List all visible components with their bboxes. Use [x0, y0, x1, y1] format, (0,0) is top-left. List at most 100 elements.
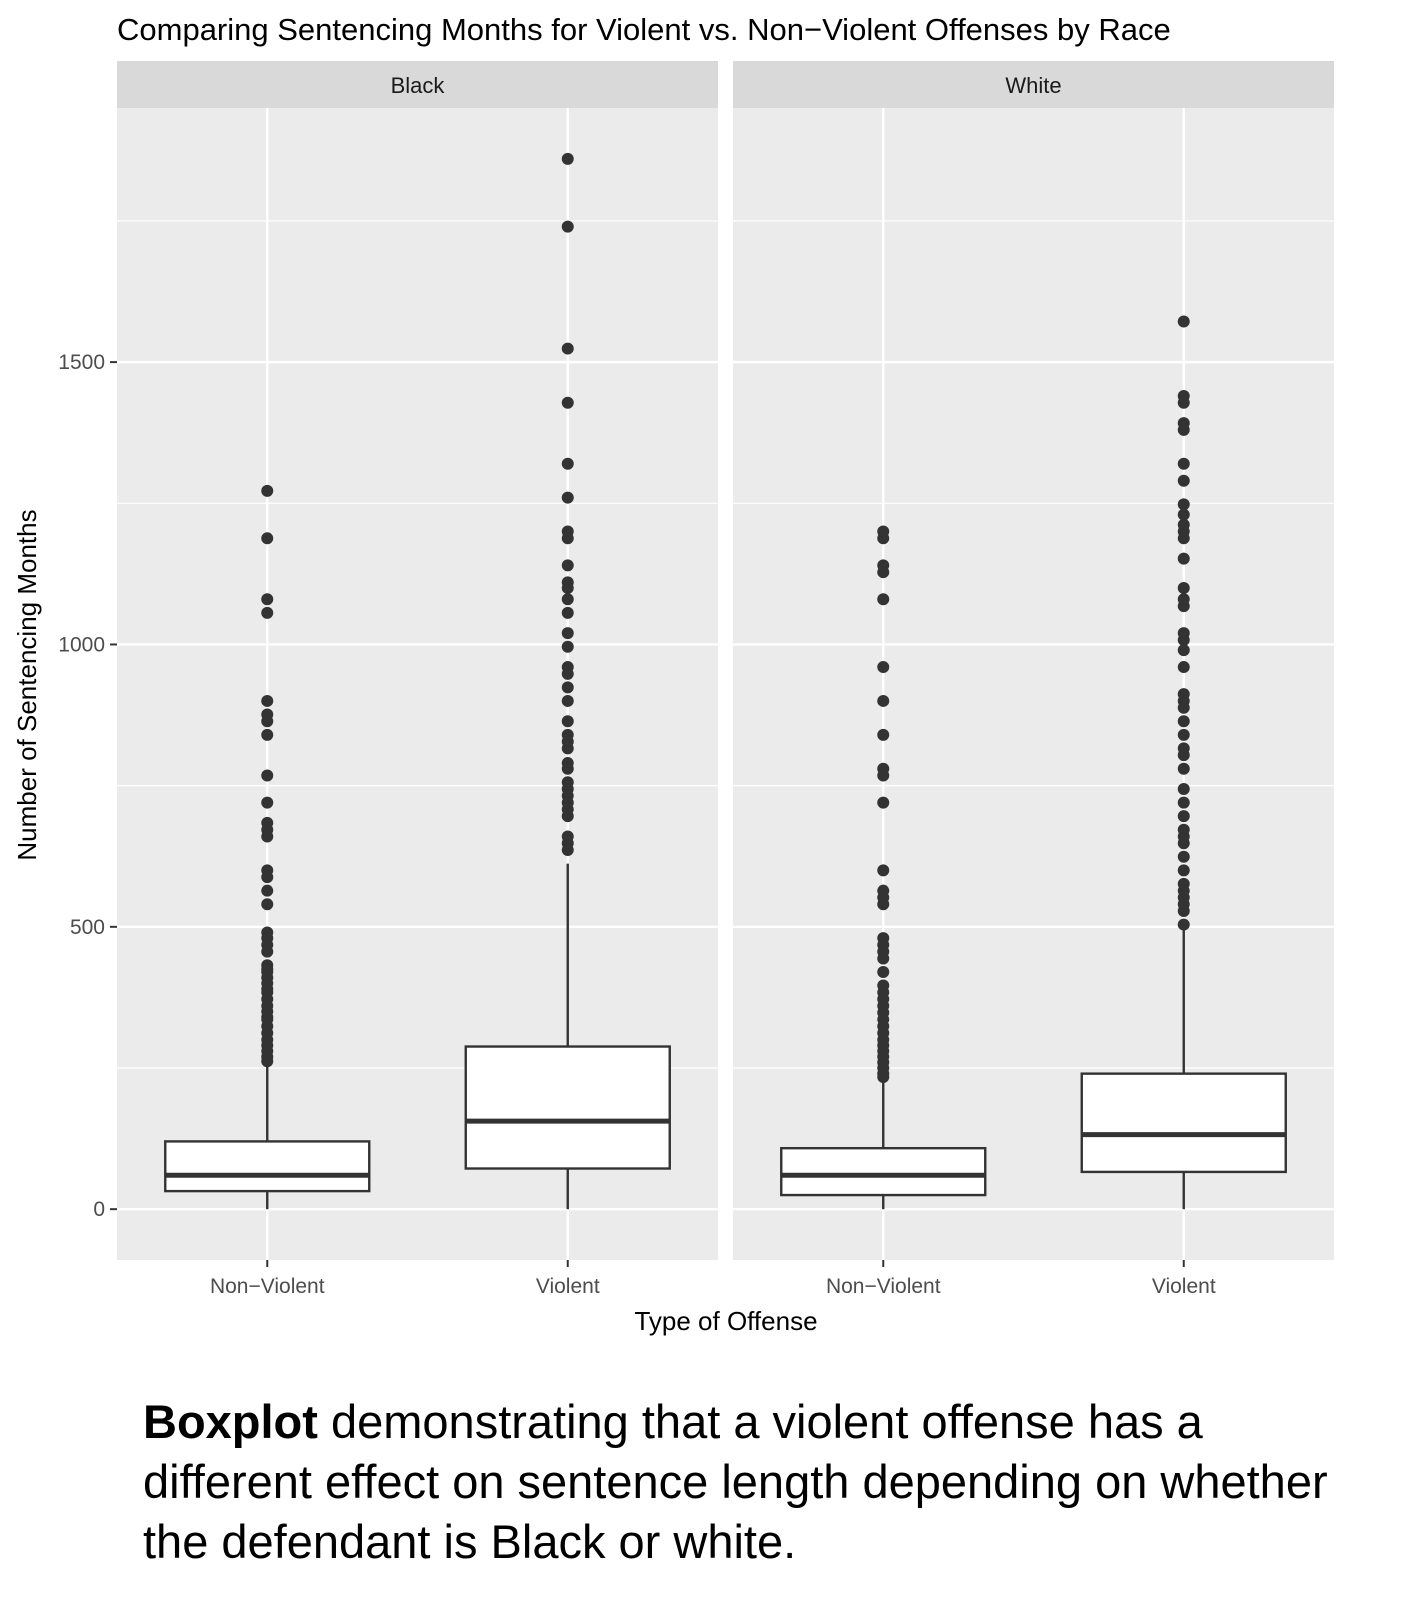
outlier-point	[1177, 796, 1190, 809]
outlier-point	[561, 491, 574, 504]
outlier-point	[1177, 661, 1190, 674]
outlier-point	[261, 593, 274, 606]
outlier-point	[561, 152, 574, 165]
outlier-point	[561, 220, 574, 233]
outlier-point	[1177, 508, 1190, 521]
outlier-point	[261, 715, 274, 728]
outlier-point	[561, 606, 574, 619]
x-tick-label: Non−Violent	[826, 1275, 941, 1298]
outlier-point	[561, 532, 574, 545]
facet-strip-label: Black	[391, 73, 446, 98]
outlier-point	[877, 769, 890, 782]
outlier-point	[561, 667, 574, 680]
outlier-point	[1177, 600, 1190, 613]
boxplot-group	[1080, 315, 1287, 1210]
outlier-point	[261, 769, 274, 782]
iqr-box	[464, 1045, 671, 1170]
outlier-point	[1177, 905, 1190, 918]
iqr-box	[780, 1146, 987, 1197]
facet-panels: 0 500 1000 1500 Black Non−Violent Violent White…	[58, 61, 1334, 1298]
y-tick-label: 1000	[58, 633, 105, 656]
outlier-point	[561, 640, 574, 653]
outlier-point	[261, 796, 274, 809]
outlier-point	[1177, 749, 1190, 762]
outlier-point	[561, 694, 574, 707]
outlier-point	[1177, 701, 1190, 714]
facet-strip	[117, 61, 718, 108]
outlier-point	[261, 898, 274, 911]
y-tick-label: 1500	[58, 351, 105, 374]
outlier-point	[1177, 582, 1190, 594]
outlier-point	[1177, 644, 1190, 657]
outlier-point	[877, 593, 890, 606]
outlier-point	[561, 342, 574, 355]
outlier-point	[561, 715, 574, 728]
x-tick-label: Violent	[1152, 1275, 1216, 1298]
outlier-point	[1177, 315, 1190, 328]
outlier-point	[1177, 918, 1190, 931]
outlier-point	[1177, 762, 1190, 775]
boxplot-chart: Comparing Sentencing Months for Violent …	[12, 12, 1334, 1336]
outlier-point	[261, 945, 274, 958]
y-tick-label: 500	[70, 916, 105, 939]
outlier-point	[1177, 810, 1190, 823]
x-tick-label: Violent	[536, 1275, 600, 1298]
iqr-box	[164, 1140, 371, 1193]
outlier-point	[561, 844, 574, 857]
figure-caption: Boxplot demonstrating that a violent off…	[143, 1392, 1383, 1572]
outlier-point	[1177, 850, 1190, 863]
outlier-point	[261, 606, 274, 619]
outlier-point	[877, 728, 890, 741]
outlier-point	[877, 864, 890, 877]
outlier-point	[1177, 457, 1190, 470]
outlier-point	[877, 898, 890, 911]
caption-bold: Boxplot	[143, 1395, 318, 1448]
outlier-point	[1177, 498, 1190, 511]
outlier-point	[561, 559, 574, 572]
outlier-point	[561, 582, 574, 594]
y-axis-title: Number of Sentencing Months	[12, 509, 42, 860]
outlier-point	[1177, 396, 1190, 409]
outlier-point	[261, 1055, 274, 1068]
outlier-point	[877, 1071, 890, 1084]
outlier-point	[1177, 633, 1190, 646]
outlier-point	[261, 871, 274, 884]
boxplot-group	[780, 525, 987, 1210]
boxplot-group	[164, 484, 371, 1210]
boxplot-group	[464, 152, 671, 1210]
outlier-point	[261, 884, 274, 897]
chart-title: Comparing Sentencing Months for Violent …	[117, 12, 1171, 47]
caption-text: demonstrating that a violent offense has…	[143, 1395, 1328, 1568]
y-tick-label: 0	[93, 1198, 105, 1221]
outlier-point	[1177, 837, 1190, 850]
outlier-point	[877, 661, 890, 674]
iqr-box	[1080, 1072, 1287, 1174]
outlier-point	[1177, 728, 1190, 741]
outlier-point	[561, 627, 574, 640]
outlier-point	[1177, 715, 1190, 728]
outlier-point	[877, 694, 890, 707]
outlier-point	[877, 532, 890, 545]
facet-strip	[733, 61, 1334, 108]
outlier-point	[561, 457, 574, 470]
outlier-point	[877, 952, 890, 965]
x-axis-title: Type of Offense	[634, 1306, 817, 1336]
outlier-point	[261, 830, 274, 843]
outlier-point	[1177, 423, 1190, 436]
outlier-point	[261, 728, 274, 741]
outlier-point	[1177, 474, 1190, 487]
outlier-point	[877, 566, 890, 579]
outlier-point	[877, 966, 890, 978]
outlier-point	[561, 681, 574, 694]
outlier-point	[261, 484, 274, 497]
outlier-point	[1177, 552, 1190, 565]
outlier-point	[261, 532, 274, 545]
outlier-point	[261, 694, 274, 707]
outlier-point	[1177, 864, 1190, 877]
x-tick-label: Non−Violent	[210, 1275, 325, 1298]
facet-strip-label: White	[1005, 73, 1061, 98]
outlier-point	[561, 593, 574, 606]
outlier-point	[877, 796, 890, 809]
outlier-point	[561, 742, 574, 755]
outlier-point	[1177, 783, 1190, 796]
